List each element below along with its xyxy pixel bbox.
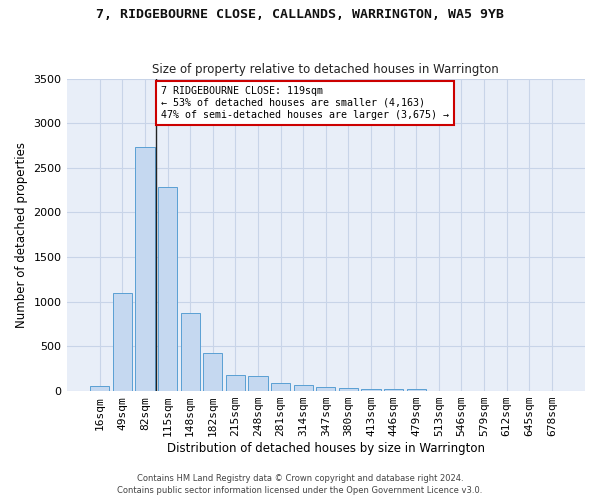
Title: Size of property relative to detached houses in Warrington: Size of property relative to detached ho…	[152, 63, 499, 76]
Bar	[90, 386, 109, 391]
Bar	[316, 386, 335, 391]
Bar	[226, 376, 245, 391]
Bar	[113, 293, 132, 391]
Bar	[248, 376, 268, 391]
Bar	[158, 188, 177, 391]
Bar	[136, 148, 155, 391]
Bar	[181, 314, 200, 391]
Text: 7, RIDGEBOURNE CLOSE, CALLANDS, WARRINGTON, WA5 9YB: 7, RIDGEBOURNE CLOSE, CALLANDS, WARRINGT…	[96, 8, 504, 20]
Bar	[293, 386, 313, 391]
Bar	[361, 388, 380, 391]
Text: 7 RIDGEBOURNE CLOSE: 119sqm
← 53% of detached houses are smaller (4,163)
47% of : 7 RIDGEBOURNE CLOSE: 119sqm ← 53% of det…	[161, 86, 449, 120]
Bar	[407, 390, 426, 391]
X-axis label: Distribution of detached houses by size in Warrington: Distribution of detached houses by size …	[167, 442, 485, 455]
Text: Contains HM Land Registry data © Crown copyright and database right 2024.
Contai: Contains HM Land Registry data © Crown c…	[118, 474, 482, 495]
Bar	[339, 388, 358, 391]
Bar	[384, 389, 403, 391]
Y-axis label: Number of detached properties: Number of detached properties	[15, 142, 28, 328]
Bar	[271, 383, 290, 391]
Bar	[203, 352, 223, 391]
